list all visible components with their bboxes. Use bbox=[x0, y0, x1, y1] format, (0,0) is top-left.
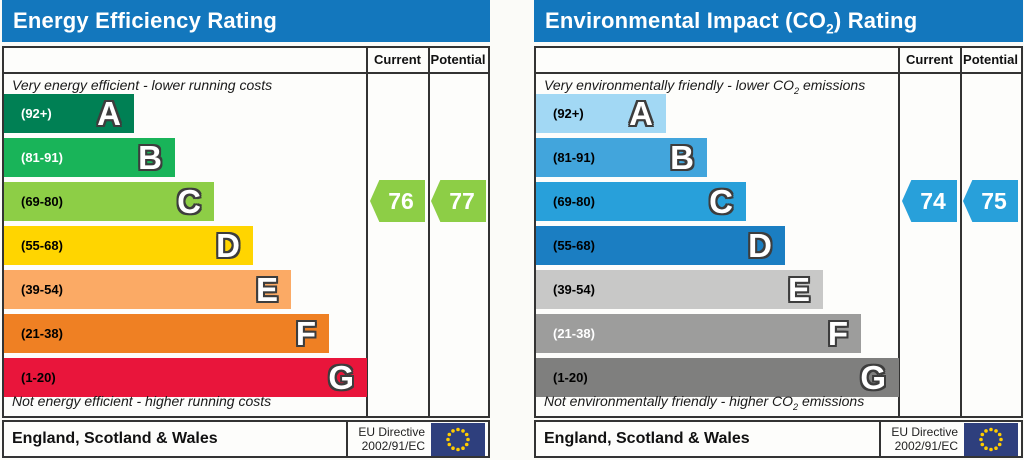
band-row-c: (69-80) C bbox=[4, 182, 214, 221]
band-range: (39-54) bbox=[21, 282, 63, 297]
eu-directive-label: EU Directive 2002/91/EC bbox=[879, 422, 964, 456]
energy-bands: (92+) A (81-91) B (69-80) C (55-68) D (3… bbox=[4, 94, 367, 402]
band-letter: G bbox=[328, 359, 354, 396]
co2-rating-table: Current Potential Very environmentally f… bbox=[534, 46, 1023, 418]
current-column-header: Current bbox=[374, 52, 421, 67]
band-row-a: (92+) A bbox=[4, 94, 134, 133]
band-range: (81-91) bbox=[21, 150, 63, 165]
energy-bottom-note: Not energy efficient - higher running co… bbox=[12, 393, 272, 410]
energy-footer: England, Scotland & Wales EU Directive 2… bbox=[2, 420, 490, 458]
band-row-e: (39-54) E bbox=[4, 270, 291, 309]
potential-rating-arrow: 77 bbox=[431, 180, 486, 222]
band-row-f: (21-38) F bbox=[536, 314, 861, 353]
energy-title-bar: Energy Efficiency Rating bbox=[2, 0, 490, 42]
energy-title: Energy Efficiency Rating bbox=[13, 8, 277, 33]
band-range: (81-91) bbox=[553, 150, 595, 165]
co2-header-row: Current Potential bbox=[536, 48, 1021, 74]
co2-title-bar: Environmental Impact (CO2) Rating bbox=[534, 0, 1023, 42]
band-row-b: (81-91) B bbox=[536, 138, 707, 177]
band-row-a: (92+) A bbox=[536, 94, 666, 133]
eu-flag-icon bbox=[431, 422, 485, 456]
eu-directive-label: EU Directive 2002/91/EC bbox=[346, 422, 431, 456]
column-divider bbox=[898, 48, 900, 416]
energy-header-row: Current Potential bbox=[4, 48, 488, 74]
co2-title: Environmental Impact (CO2) Rating bbox=[545, 8, 918, 37]
band-row-c: (69-80) C bbox=[536, 182, 746, 221]
potential-column-header: Potential bbox=[430, 52, 486, 67]
potential-rating-arrow: 75 bbox=[963, 180, 1018, 222]
band-range: (69-80) bbox=[21, 194, 63, 209]
band-row-g: (1-20) G bbox=[4, 358, 367, 397]
band-row-b: (81-91) B bbox=[4, 138, 175, 177]
band-range: (55-68) bbox=[21, 238, 63, 253]
band-letter: F bbox=[295, 315, 316, 352]
band-letter: D bbox=[216, 227, 240, 264]
co2-bottom-note: Not environmentally friendly - higher CO… bbox=[544, 393, 865, 412]
current-rating-arrow: 76 bbox=[370, 180, 425, 222]
band-letter: B bbox=[670, 139, 694, 176]
band-range: (1-20) bbox=[21, 370, 56, 385]
band-range: (1-20) bbox=[553, 370, 588, 385]
co2-bands: (92+) A (81-91) B (69-80) C (55-68) D (3… bbox=[536, 94, 899, 402]
band-letter: C bbox=[177, 183, 201, 220]
band-row-e: (39-54) E bbox=[536, 270, 823, 309]
band-range: (92+) bbox=[553, 106, 584, 121]
band-range: (92+) bbox=[21, 106, 52, 121]
current-column-header: Current bbox=[906, 52, 953, 67]
energy-top-note: Very energy efficient - lower running co… bbox=[12, 77, 273, 93]
band-letter: E bbox=[787, 271, 810, 308]
band-letter: G bbox=[860, 359, 886, 396]
band-range: (69-80) bbox=[553, 194, 595, 209]
energy-rating-table: Current Potential Very energy efficient … bbox=[2, 46, 490, 418]
band-letter: B bbox=[138, 139, 162, 176]
band-row-d: (55-68) D bbox=[536, 226, 785, 265]
region-label: England, Scotland & Wales bbox=[12, 430, 218, 447]
current-rating-arrow: 74 bbox=[902, 180, 957, 222]
environmental-impact-panel: Environmental Impact (CO2) Rating Curren… bbox=[534, 0, 1023, 458]
column-divider bbox=[366, 48, 368, 416]
band-letter: F bbox=[827, 315, 848, 352]
co2-footer: England, Scotland & Wales EU Directive 2… bbox=[534, 420, 1023, 458]
band-row-f: (21-38) F bbox=[4, 314, 329, 353]
band-row-d: (55-68) D bbox=[4, 226, 253, 265]
band-row-g: (1-20) G bbox=[536, 358, 899, 397]
energy-efficiency-panel: Energy Efficiency Rating Current Potenti… bbox=[2, 0, 490, 458]
band-letter: C bbox=[709, 183, 733, 220]
band-range: (21-38) bbox=[21, 326, 63, 341]
band-range: (39-54) bbox=[553, 282, 595, 297]
region-label: England, Scotland & Wales bbox=[544, 430, 750, 447]
band-range: (55-68) bbox=[553, 238, 595, 253]
band-letter: A bbox=[629, 95, 653, 132]
co2-top-note: Very environmentally friendly - lower CO… bbox=[544, 77, 866, 96]
column-divider bbox=[428, 48, 430, 416]
eu-flag-icon bbox=[964, 422, 1018, 456]
column-divider bbox=[960, 48, 962, 416]
band-range: (21-38) bbox=[553, 326, 595, 341]
potential-column-header: Potential bbox=[963, 52, 1018, 67]
band-letter: A bbox=[97, 95, 121, 132]
band-letter: E bbox=[255, 271, 278, 308]
band-letter: D bbox=[748, 227, 772, 264]
